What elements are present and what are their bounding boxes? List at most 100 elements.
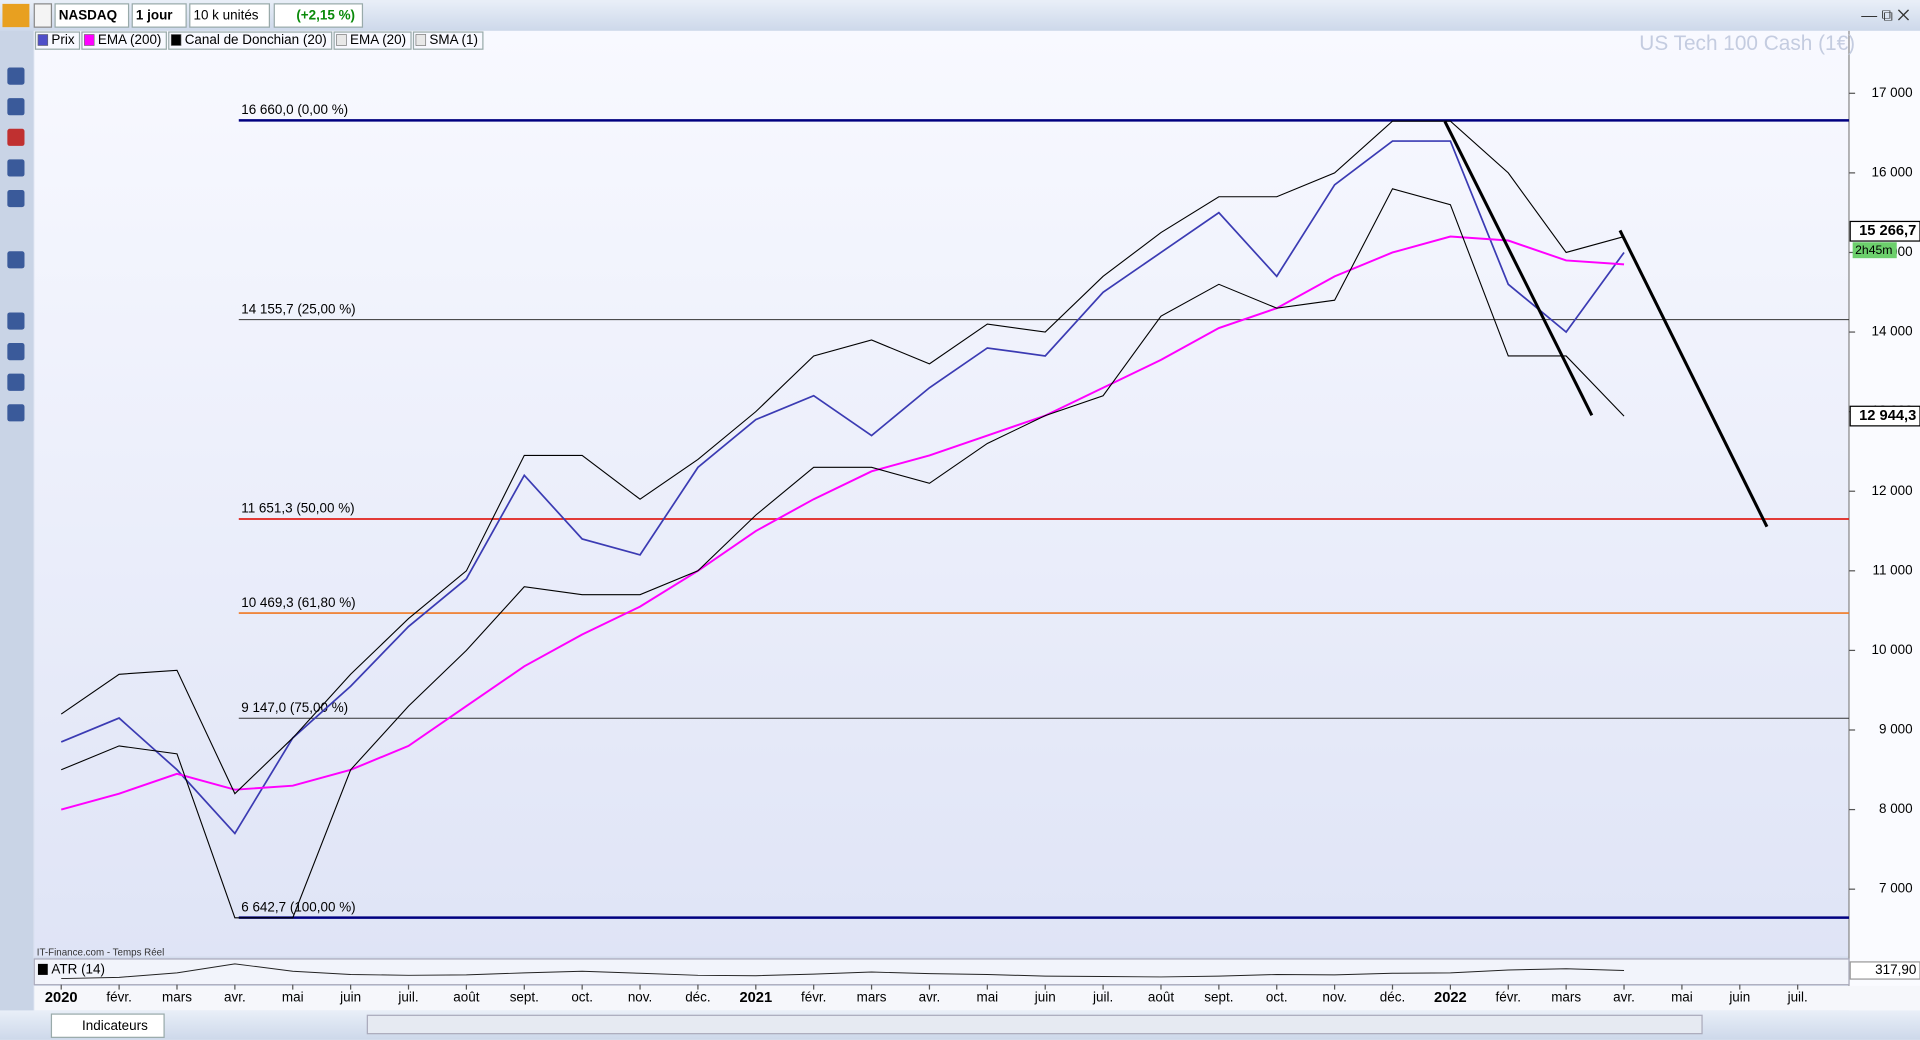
y-tick-label: 7 000 [1879, 881, 1913, 896]
y-tick-label: 12 000 [1871, 483, 1912, 498]
legend-box [81, 31, 167, 50]
y-tick-label: 10 000 [1871, 642, 1912, 657]
indicators-btn[interactable] [50, 1013, 165, 1038]
plot: Prix EMA (200) Canal de Donchian (20) EMA (… [34, 31, 1920, 1006]
legend-box [34, 31, 81, 50]
scrollbar[interactable] [366, 1014, 1703, 1035]
tool[interactable] [7, 67, 25, 85]
x-tick-label: févr. [1496, 990, 1521, 1005]
x-tick-label: juil. [397, 990, 418, 1005]
tool[interactable] [7, 159, 25, 177]
x-tick-label: mars [1551, 990, 1581, 1005]
x-tick-label: déc. [685, 990, 710, 1005]
x-tick-label: oct. [1266, 990, 1288, 1005]
right-axis [1848, 30, 1920, 1011]
symbol: NASDAQ [59, 8, 117, 23]
legend-entry: EMA (20) [350, 32, 406, 47]
x-tick-label: 2021 [739, 990, 772, 1006]
y-tick-label: 11 000 [1872, 562, 1912, 577]
atr-last-box [1849, 961, 1920, 980]
x-tick-label: nov. [628, 990, 652, 1005]
tool[interactable] [7, 251, 25, 269]
x-tick-label: avr. [224, 990, 246, 1005]
period: 1 jour [136, 8, 173, 23]
x-tick-label: août [1148, 990, 1174, 1005]
legend-swatch [84, 34, 95, 46]
x-tick-label: 2022 [1434, 990, 1467, 1006]
x-tick-label: févr. [801, 990, 826, 1005]
indicators: Indicateurs [82, 1018, 148, 1033]
window-controls[interactable]: — ⧉ ✕ [1861, 7, 1909, 24]
tool[interactable] [7, 190, 25, 208]
x-tick-label: févr. [106, 990, 131, 1005]
x-tick-label: avr. [919, 990, 941, 1005]
x-tick-label: mars [857, 990, 887, 1005]
fibonacci-label: 14 155,7 (25,00 %) [241, 301, 355, 316]
atr-last: 317,90 [1875, 962, 1916, 977]
symbol-box[interactable] [54, 3, 130, 28]
menu-btn[interactable] [33, 3, 53, 28]
legend-entry: EMA (200) [98, 32, 162, 47]
x-tick-label: mai [1671, 990, 1693, 1005]
x-tick-label: mai [282, 990, 304, 1005]
legend-box [168, 31, 333, 50]
x-tick-label: déc. [1380, 990, 1405, 1005]
countdown-box [1852, 242, 1897, 259]
y-tick-label: 14 000 [1871, 324, 1912, 339]
x-tick-label: sept. [1204, 990, 1233, 1005]
price-label-box [1849, 405, 1920, 427]
period-box[interactable] [131, 3, 187, 28]
fibonacci-label: 16 660,0 (0,00 %) [241, 102, 348, 117]
x-tick-label: juin [1728, 990, 1750, 1005]
atr-line [61, 963, 1625, 980]
x-tick-label: juil. [1787, 990, 1808, 1005]
x-tick-label: juin [339, 990, 361, 1005]
legend-entry: Prix [51, 32, 74, 47]
tool[interactable] [7, 404, 25, 422]
x-tick-label: oct. [571, 990, 593, 1005]
price-label: 15 266,7 [1859, 223, 1916, 239]
tool[interactable] [7, 128, 25, 146]
legend-entry: SMA (1) [429, 32, 478, 47]
series-line [60, 140, 1625, 835]
left-toolbar [0, 30, 34, 1011]
series-line [61, 188, 1625, 919]
tool[interactable] [7, 98, 25, 116]
trend-line [1618, 229, 1769, 528]
tool[interactable] [7, 373, 25, 391]
demo-icon[interactable] [2, 3, 30, 28]
atr-name: ATR (14) [51, 962, 105, 977]
x-tick-label: juil. [1092, 990, 1113, 1005]
fibonacci-label: 11 651,3 (50,00 %) [241, 501, 354, 516]
x-tick-label: mai [976, 990, 998, 1005]
price-label: 12 944,3 [1859, 408, 1916, 424]
watermark: US Tech 100 Cash (1€) [1639, 32, 1855, 55]
tools[interactable] [7, 67, 25, 422]
price-label-box [1849, 220, 1920, 242]
x-tick-label: juin [1034, 990, 1056, 1005]
plot-area [34, 30, 1849, 957]
countdown: 2h45m [1855, 243, 1892, 257]
tool[interactable] [7, 312, 25, 330]
y-tick-label: 8 000 [1879, 801, 1913, 816]
series-line [60, 235, 1625, 811]
change-box [273, 3, 364, 28]
tool[interactable] [7, 343, 25, 361]
x-tick-label: sept. [510, 990, 539, 1005]
fibonacci-label: 10 469,3 (61,80 %) [241, 595, 355, 610]
x-axis [34, 985, 1920, 1011]
x-tick-label: nov. [1322, 990, 1346, 1005]
legend-swatch [336, 34, 347, 46]
source: IT-Finance.com - Temps Réel [37, 947, 165, 958]
x-tick-label: mars [162, 990, 192, 1005]
units-box[interactable] [189, 3, 270, 28]
legend-box [412, 31, 484, 50]
legend-swatch [37, 34, 49, 46]
legend-swatch [170, 34, 182, 46]
units: 10 k unités [193, 8, 258, 23]
x-tick-label: 2020 [45, 990, 78, 1006]
change: (+2,15 %) [296, 8, 355, 23]
atr-panel [33, 958, 1850, 986]
